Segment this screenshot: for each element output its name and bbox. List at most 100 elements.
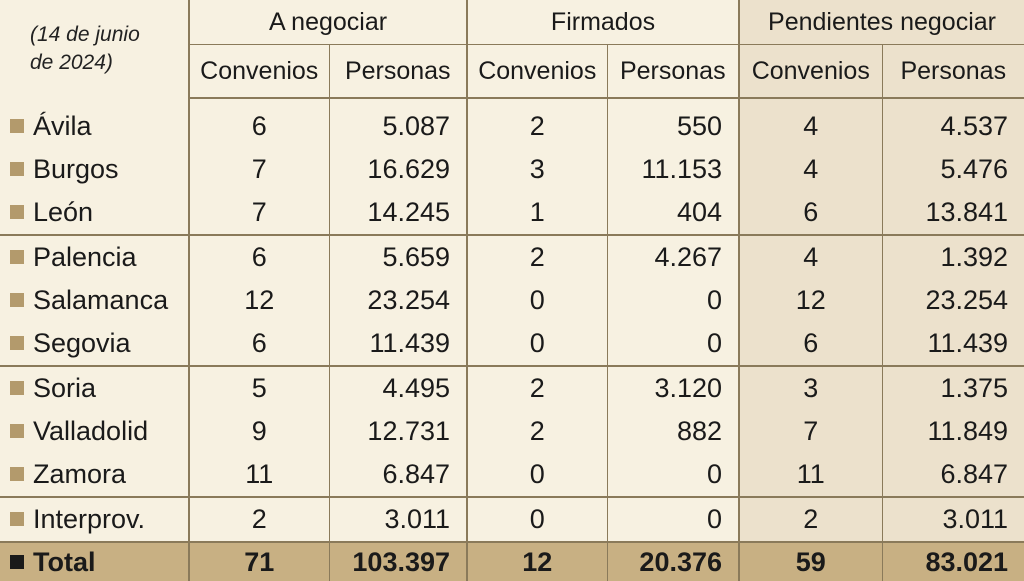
table-cell: 1.392: [881, 234, 1024, 279]
square-bullet-icon: [10, 424, 24, 438]
table-cell: 1: [466, 191, 608, 235]
row-name-cell: Segovia: [0, 322, 189, 366]
table-cell: 0: [466, 322, 608, 366]
table-cell: 404: [606, 191, 740, 235]
table-cell: 3: [738, 365, 883, 410]
table-cell: 3.011: [881, 496, 1024, 542]
row-label: Zamora: [33, 459, 127, 489]
row-label: Total: [33, 546, 96, 577]
table-cell: 6: [738, 322, 883, 366]
table-cell: 11.849: [881, 410, 1024, 453]
table-row: Soria 5 4.495 2 3.120 3 1.375: [0, 365, 1024, 410]
table-cell: 103.397: [328, 541, 468, 581]
table-cell: 23.254: [328, 279, 468, 322]
date-label-line2: de 2024): [30, 51, 113, 74]
table-cell: 9: [188, 410, 329, 453]
table-cell: 12.731: [328, 410, 468, 453]
row-name-cell: Ávila: [0, 98, 189, 148]
table-cell: 11.153: [606, 148, 740, 191]
table-cell: 0: [466, 453, 608, 497]
table-cell: 2: [466, 365, 608, 410]
table-cell: 5: [188, 365, 329, 410]
table-cell: 6: [188, 322, 329, 366]
table-cell: 550: [606, 98, 740, 148]
table-row: Palencia 6 5.659 2 4.267 4 1.392: [0, 234, 1024, 279]
table-row: Salamanca 12 23.254 0 0 12 23.254: [0, 279, 1024, 322]
table-cell: 4: [738, 98, 883, 148]
row-name-cell: Valladolid: [0, 410, 189, 453]
group-header-firmados: Firmados: [466, 0, 740, 45]
table-row: Segovia 6 11.439 0 0 6 11.439: [0, 322, 1024, 366]
table-cell: 6: [738, 191, 883, 235]
row-label: Segovia: [33, 328, 131, 358]
table-body: Ávila 6 5.087 2 550 4 4.537 Burgos 7 16.629 3 11.15…: [0, 98, 1024, 581]
subheader-a-convenios: Convenios: [188, 44, 329, 99]
row-label: Soria: [33, 373, 97, 403]
row-name-cell: León: [0, 191, 189, 235]
table-cell: 4.267: [606, 234, 740, 279]
table-cell: 11: [738, 453, 883, 497]
table-cell: 5.087: [328, 98, 468, 148]
table-cell: 6: [188, 234, 329, 279]
table-row: Burgos 7 16.629 3 11.153 4 5.476: [0, 148, 1024, 191]
square-bullet-icon: [10, 467, 24, 481]
subheader-f-convenios: Convenios: [466, 44, 608, 99]
row-name-cell: Burgos: [0, 148, 189, 191]
table-cell: 11.439: [328, 322, 468, 366]
table-cell: 23.254: [881, 279, 1024, 322]
table-cell: 6.847: [881, 453, 1024, 497]
subheader-a-personas: Personas: [328, 44, 468, 99]
square-bullet-icon: [10, 554, 24, 569]
table-cell: 3.120: [606, 365, 740, 410]
row-label: Valladolid: [33, 416, 149, 446]
row-name-cell: Soria: [0, 365, 189, 410]
table-cell: 0: [466, 496, 608, 542]
table-cell: 16.629: [328, 148, 468, 191]
table-cell: 2: [466, 234, 608, 279]
table-cell: 13.841: [881, 191, 1024, 235]
table-cell: 2: [188, 496, 329, 542]
table-cell: 0: [606, 496, 740, 542]
table-cell: 5.659: [328, 234, 468, 279]
table-cell: 71: [188, 541, 329, 581]
row-name-cell: Total: [0, 541, 189, 581]
table-cell: 7: [188, 191, 329, 235]
square-bullet-icon: [10, 250, 24, 264]
table-cell: 7: [738, 410, 883, 453]
table-cell: 3: [466, 148, 608, 191]
table-cell: 1.375: [881, 365, 1024, 410]
table-cell: 882: [606, 410, 740, 453]
square-bullet-icon: [10, 293, 24, 307]
table-cell: 2: [466, 98, 608, 148]
subheader-f-personas: Personas: [606, 44, 740, 99]
table-cell: 6.847: [328, 453, 468, 497]
table-cell: 2: [738, 496, 883, 542]
date-label-line1: (14 de junio: [30, 23, 140, 46]
row-name-cell: Interprov.: [0, 496, 189, 542]
square-bullet-icon: [10, 162, 24, 176]
group-header-pendientes: Pendientes negociar: [738, 0, 1024, 45]
row-label: Burgos: [33, 154, 119, 184]
row-name-cell: Salamanca: [0, 279, 189, 322]
square-bullet-icon: [10, 512, 24, 526]
total-row: Total 71 103.397 12 20.376 59 83.021: [0, 541, 1024, 581]
table-cell: 59: [738, 541, 883, 581]
table-cell: 11.439: [881, 322, 1024, 366]
table-cell: 0: [606, 279, 740, 322]
row-label: Palencia: [33, 242, 137, 272]
table-cell: 12: [466, 541, 608, 581]
table-cell: 0: [466, 279, 608, 322]
table-cell: 4: [738, 234, 883, 279]
table-row: Interprov. 2 3.011 0 0 2 3.011: [0, 496, 1024, 542]
table-row: Ávila 6 5.087 2 550 4 4.537: [0, 98, 1024, 148]
date-label: (14 de junio de 2024): [0, 0, 189, 98]
table-cell: 6: [188, 98, 329, 148]
row-label: Interprov.: [33, 504, 146, 534]
table-cell: 3.011: [328, 496, 468, 542]
table-cell: 0: [606, 453, 740, 497]
row-name-cell: Zamora: [0, 453, 189, 497]
table-cell: 20.376: [606, 541, 740, 581]
table-row: Zamora 11 6.847 0 0 11 6.847: [0, 453, 1024, 497]
table-cell: 12: [738, 279, 883, 322]
